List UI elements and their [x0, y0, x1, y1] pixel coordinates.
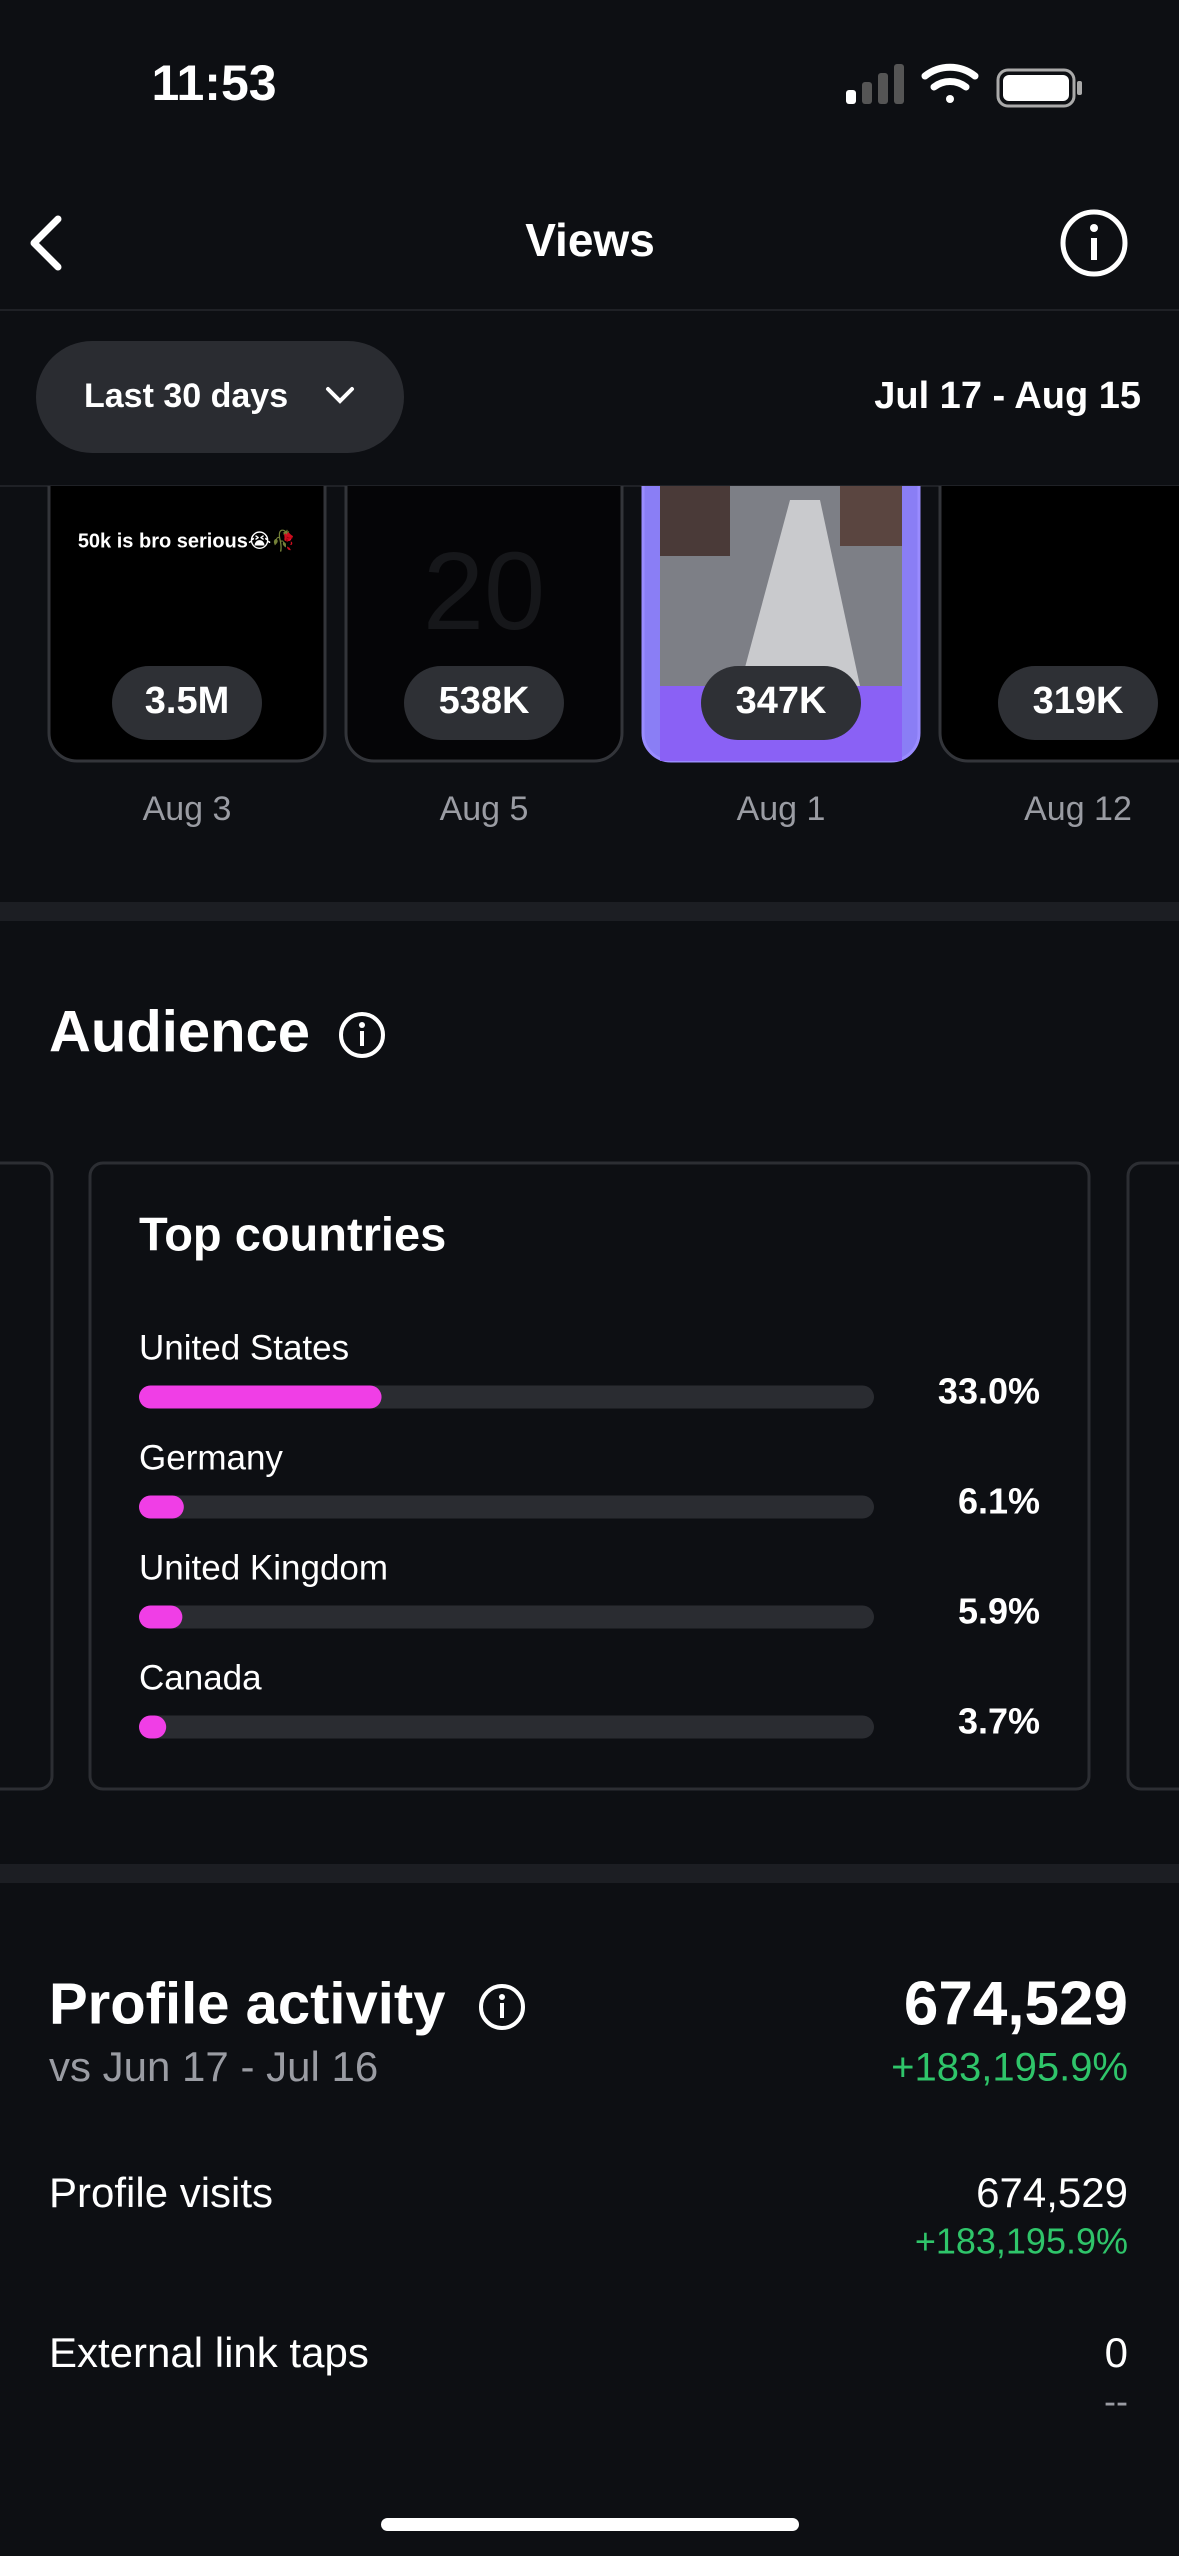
country-share: 5.9%	[958, 1591, 1040, 1632]
views-badge: 538K	[404, 666, 564, 740]
section-separator	[0, 902, 1179, 921]
country-name: United Kingdom	[139, 1548, 388, 1587]
country-name: Canada	[139, 1658, 262, 1697]
metric-change: --	[1104, 2381, 1128, 2422]
bar-track	[139, 1605, 874, 1629]
video-date: Aug 3	[143, 790, 232, 828]
metric-value: 674,529	[976, 2169, 1128, 2216]
video-views: 538K	[439, 680, 530, 722]
date-range: Jul 17 - Aug 15	[874, 375, 1141, 417]
views-badge: 319K	[998, 666, 1158, 740]
video-views: 319K	[1033, 680, 1124, 722]
bar	[139, 1495, 184, 1519]
metric-label: Profile visits	[49, 2169, 273, 2216]
country-name: United States	[139, 1328, 349, 1367]
bar	[139, 1385, 382, 1409]
views-badge: 3.5M	[112, 666, 262, 740]
metric-label: External link taps	[49, 2329, 369, 2376]
video-date: Aug 1	[737, 790, 826, 828]
video-caption: 50k is bro serious😭🥀	[78, 528, 296, 552]
home-indicator	[381, 2518, 799, 2531]
info-button[interactable]	[479, 1984, 525, 2030]
bar	[139, 1605, 183, 1629]
thumbnail-art: 20	[423, 530, 545, 653]
divider	[0, 309, 1179, 311]
info-button[interactable]	[339, 1012, 385, 1058]
total-change: +183,195.9%	[891, 2046, 1128, 2090]
video-date: Aug 5	[440, 790, 529, 828]
countries-card	[88, 1161, 1091, 1791]
section-separator	[0, 1864, 1179, 1883]
wifi-icon	[921, 63, 979, 103]
battery-icon	[996, 68, 1082, 108]
video-views: 3.5M	[145, 680, 229, 722]
metric-value: 0	[1105, 2329, 1128, 2376]
bar-track	[139, 1495, 874, 1519]
bar-track	[139, 1715, 874, 1739]
country-name: Germany	[139, 1438, 283, 1477]
country-bars: United States 33.0% Germany 6.1% United King…	[139, 1328, 1040, 1742]
video-views: 347K	[736, 680, 827, 722]
back-button[interactable]	[30, 215, 62, 271]
side-card[interactable]	[1126, 1161, 1179, 1791]
comparison-period: vs Jun 17 - Jul 16	[49, 2043, 378, 2090]
info-button[interactable]	[1060, 209, 1128, 277]
section-title: Profile activity	[49, 1971, 445, 2036]
bar	[139, 1715, 167, 1739]
side-card[interactable]	[0, 1161, 54, 1791]
total-value: 674,529	[904, 1969, 1128, 2038]
page-title: Views	[525, 214, 655, 266]
signal-icon	[846, 64, 904, 104]
period-dropdown[interactable]: Last 30 days	[36, 341, 404, 453]
metric-change: +183,195.9%	[915, 2221, 1128, 2262]
card-title: Top countries	[139, 1207, 446, 1260]
section-title: Audience	[49, 999, 310, 1064]
period-label: Last 30 days	[84, 377, 288, 415]
country-share: 33.0%	[938, 1371, 1040, 1412]
status-time: 11:53	[151, 55, 276, 111]
video-date: Aug 12	[1024, 790, 1132, 828]
country-share: 6.1%	[958, 1481, 1040, 1522]
views-badge: 347K	[701, 666, 861, 740]
country-share: 3.7%	[958, 1701, 1040, 1742]
